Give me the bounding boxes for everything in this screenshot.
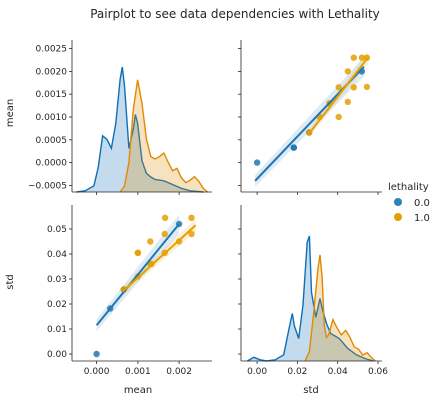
- y-tick-label: 0.03: [47, 275, 67, 285]
- y-tick-label: 0.0010: [36, 113, 68, 123]
- scatter-point-1: [335, 84, 342, 91]
- scatter-point-1: [134, 249, 142, 256]
- x-axis-label-mean: mean: [124, 385, 152, 396]
- regression-line-1: [121, 224, 197, 293]
- y-tick-label: 0.02: [47, 300, 67, 310]
- scatter-point-1: [161, 214, 169, 221]
- scatter-point-1: [344, 68, 351, 75]
- x-tick-label: 0.02: [287, 367, 307, 377]
- x-axis-label-std: std: [303, 385, 318, 396]
- y-tick-label: 0.0015: [36, 90, 68, 100]
- y-tick-label: 0.04: [47, 250, 67, 260]
- y-axis-label-mean: mean: [5, 99, 16, 127]
- panel-mean-std: [238, 40, 382, 195]
- scatter-point-0: [253, 159, 261, 166]
- x-tick-label: 0.04: [328, 367, 348, 377]
- y-tick-label: 0.0020: [36, 67, 68, 77]
- scatter-point-1: [363, 83, 371, 91]
- ci-band-0: [255, 57, 364, 187]
- scatter-point-1: [147, 238, 154, 245]
- kde-fill-0: [247, 236, 374, 361]
- legend-title: lethality: [388, 182, 429, 193]
- legend: lethality 0.0 1.0: [388, 182, 430, 224]
- legend-marker-0: [394, 198, 402, 206]
- y-tick-label: 0.0000: [36, 159, 68, 169]
- scatter-point-1: [350, 84, 357, 91]
- scatter-point-1: [344, 98, 351, 106]
- x-tick-label: 0.06: [368, 367, 388, 377]
- scatter-point-0: [290, 144, 297, 151]
- scatter-point-1: [350, 54, 357, 61]
- kde-line-1: [304, 254, 377, 362]
- kde-fill-0: [76, 67, 204, 192]
- x-tick-label: 0.001: [125, 367, 151, 377]
- regression-line-1: [307, 57, 369, 135]
- panel-std-mean: 0.00 0.01 0.02 0.03 0.04 0.05 0.000 0.001 0.002: [47, 205, 212, 377]
- y-axis-label-std: std: [5, 274, 16, 289]
- panel-mean-mean: −0.0005 0.0000 0.0005 0.0010 0.0015 0.0020 0.0…: [28, 40, 212, 195]
- legend-label-1: 1.0: [414, 213, 430, 224]
- y-tick-label: 0.01: [47, 325, 67, 335]
- kde-fill-1: [305, 254, 376, 361]
- scatter-point-1: [188, 214, 195, 221]
- scatter-point-0: [93, 350, 100, 358]
- y-tick-label: 0.0025: [36, 45, 68, 55]
- legend-marker-1: [394, 213, 402, 221]
- scatter-point-1: [161, 230, 168, 238]
- panel-std-std: 0.00 0.02 0.04 0.06: [238, 205, 388, 377]
- ci-band-0: [96, 214, 180, 332]
- y-tick-label: 0.0005: [36, 136, 68, 146]
- y-tick-label: 0.05: [47, 225, 67, 235]
- regression-line-0: [95, 223, 180, 326]
- kde-fill-1: [120, 79, 208, 192]
- kde-line-1: [119, 79, 209, 193]
- scatter-point-1: [358, 54, 366, 61]
- legend-label-0: 0.0: [414, 198, 430, 209]
- x-tick-label: 0.000: [84, 367, 110, 377]
- y-tick-label: −0.0005: [28, 181, 67, 191]
- figure-title: Pairplot to see data dependencies with L…: [90, 7, 380, 21]
- kde-line-0: [247, 235, 374, 362]
- x-tick-label: 0.002: [166, 367, 192, 377]
- y-tick-label: 0.00: [47, 350, 67, 360]
- scatter-point-1: [188, 230, 195, 238]
- x-tick-label: 0.00: [247, 367, 267, 377]
- scatter-point-1: [335, 113, 342, 121]
